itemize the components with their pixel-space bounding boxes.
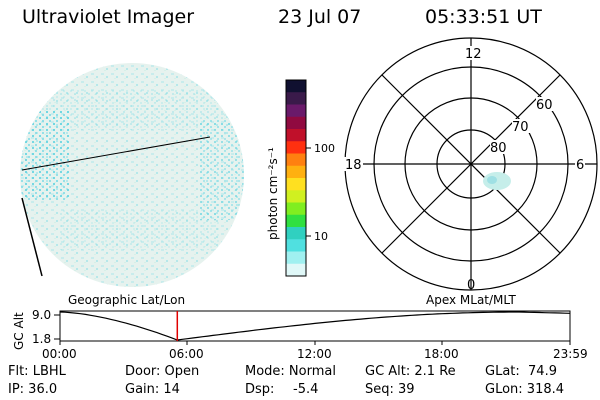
colorbar-band	[286, 190, 306, 203]
colorbar-frame	[285, 79, 307, 277]
geographic-label: Geographic Lat/Lon	[68, 293, 185, 307]
status-gc-alt: GC Alt: 2.1 Re	[365, 364, 456, 379]
status-dsp-label: Dsp:	[245, 382, 275, 397]
status-door: Door: Open	[125, 364, 200, 379]
colorbar	[286, 80, 306, 277]
mlt-12-label: 12	[465, 47, 482, 62]
alt-min-label: 1.8	[32, 332, 51, 346]
date-label: 23 Jul 07	[278, 6, 362, 28]
status-seq: Seq: 39	[365, 382, 415, 397]
colorbar-band	[286, 214, 306, 228]
colorbar-band	[286, 251, 306, 265]
colorbar-band	[286, 141, 306, 154]
lat-80-label: 80	[490, 141, 507, 156]
status-gain: Gain: 14	[125, 382, 180, 397]
alt-max-label: 9.0	[32, 308, 51, 322]
terminator-line	[21, 136, 211, 171]
colorbar-band	[286, 178, 306, 191]
apex-label: Apex MLat/MLT	[426, 293, 516, 307]
lat-60-label: 60	[536, 98, 553, 113]
colorbar-band	[286, 165, 306, 179]
colorbar-label-100: 100	[314, 142, 335, 155]
auroral-patch	[483, 172, 511, 190]
time-tick-0: 00:00	[42, 347, 77, 361]
status-ip: IP: 36.0	[8, 382, 58, 397]
alt-axis-label: GC Alt	[12, 312, 26, 350]
colorbar-band	[286, 104, 306, 118]
time-label: 05:33:51 UT	[425, 6, 542, 28]
time-tick-3: 18:00	[424, 347, 459, 361]
altitude-curve	[59, 311, 571, 341]
status-glon: GLon: 318.4	[485, 382, 565, 397]
colorbar-band	[286, 227, 306, 240]
time-tick-1: 06:00	[169, 347, 204, 361]
colorbar-band	[286, 116, 306, 130]
colorbar-band	[286, 202, 306, 216]
lat-70-label: 70	[512, 120, 529, 135]
uv-image-disk	[20, 63, 244, 287]
instrument-title: Ultraviolet Imager	[22, 6, 195, 28]
time-tick-4: 23:59	[553, 347, 588, 361]
status-mode: Mode: Normal	[245, 364, 336, 379]
colorbar-unit: photon cm⁻²s⁻¹	[266, 147, 280, 240]
status-glat: GLat: 74.9	[485, 364, 557, 379]
mlt-6-label: 6	[576, 158, 584, 173]
mlt-0-label: 0	[467, 278, 475, 293]
colorbar-band	[286, 153, 306, 167]
time-tick-2: 12:00	[297, 347, 332, 361]
colorbar-band	[286, 239, 306, 252]
status-flt: Flt: LBHL	[8, 364, 66, 379]
colorbar-band	[286, 129, 306, 142]
colorbar-band	[286, 92, 306, 105]
status-dsp-value: -5.4	[293, 382, 319, 397]
colorbar-band	[286, 80, 306, 93]
colorbar-band	[286, 263, 306, 277]
colorbar-label-10: 10	[314, 230, 328, 243]
polar-plot	[344, 37, 598, 291]
mlt-18-label: 18	[345, 158, 362, 173]
limb-mark	[21, 197, 43, 277]
